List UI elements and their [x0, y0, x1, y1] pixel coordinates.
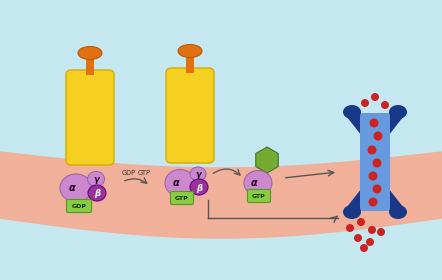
- FancyBboxPatch shape: [360, 113, 390, 211]
- FancyBboxPatch shape: [166, 68, 214, 163]
- Text: α: α: [251, 178, 257, 188]
- Text: GDP: GDP: [122, 170, 136, 176]
- Circle shape: [369, 197, 377, 207]
- Ellipse shape: [165, 169, 195, 197]
- Text: γ: γ: [195, 169, 201, 179]
- Polygon shape: [385, 112, 407, 212]
- Ellipse shape: [244, 171, 272, 195]
- Text: β: β: [196, 183, 202, 193]
- FancyBboxPatch shape: [171, 192, 194, 204]
- Circle shape: [368, 226, 376, 234]
- Polygon shape: [343, 112, 365, 212]
- Ellipse shape: [190, 179, 208, 195]
- Circle shape: [371, 93, 379, 101]
- Circle shape: [367, 146, 377, 155]
- Ellipse shape: [78, 46, 102, 60]
- Text: γ: γ: [93, 174, 99, 183]
- Circle shape: [373, 132, 382, 141]
- Circle shape: [373, 185, 381, 193]
- Circle shape: [373, 158, 381, 167]
- Text: GTP: GTP: [252, 193, 266, 199]
- FancyBboxPatch shape: [248, 190, 271, 202]
- FancyBboxPatch shape: [66, 199, 91, 213]
- Circle shape: [381, 101, 389, 109]
- Ellipse shape: [60, 174, 92, 202]
- Circle shape: [366, 238, 374, 246]
- Ellipse shape: [343, 205, 361, 219]
- Circle shape: [360, 244, 368, 252]
- Ellipse shape: [88, 171, 104, 186]
- Ellipse shape: [178, 45, 202, 57]
- Circle shape: [361, 99, 369, 107]
- Text: α: α: [69, 183, 76, 193]
- FancyBboxPatch shape: [66, 70, 114, 165]
- Text: GTP: GTP: [138, 170, 151, 176]
- Ellipse shape: [389, 105, 407, 119]
- Text: α: α: [173, 178, 179, 188]
- Ellipse shape: [190, 167, 206, 181]
- Circle shape: [346, 224, 354, 232]
- Ellipse shape: [88, 185, 106, 201]
- Circle shape: [370, 118, 378, 127]
- Text: GTP: GTP: [175, 195, 189, 200]
- Circle shape: [377, 228, 385, 236]
- Polygon shape: [256, 147, 278, 173]
- Text: β: β: [94, 190, 100, 199]
- Ellipse shape: [389, 205, 407, 219]
- Ellipse shape: [343, 105, 361, 119]
- Circle shape: [354, 234, 362, 242]
- Text: GDP: GDP: [72, 204, 87, 209]
- Circle shape: [357, 218, 365, 226]
- Bar: [86, 57, 94, 75]
- Bar: [186, 55, 194, 73]
- Circle shape: [369, 171, 377, 181]
